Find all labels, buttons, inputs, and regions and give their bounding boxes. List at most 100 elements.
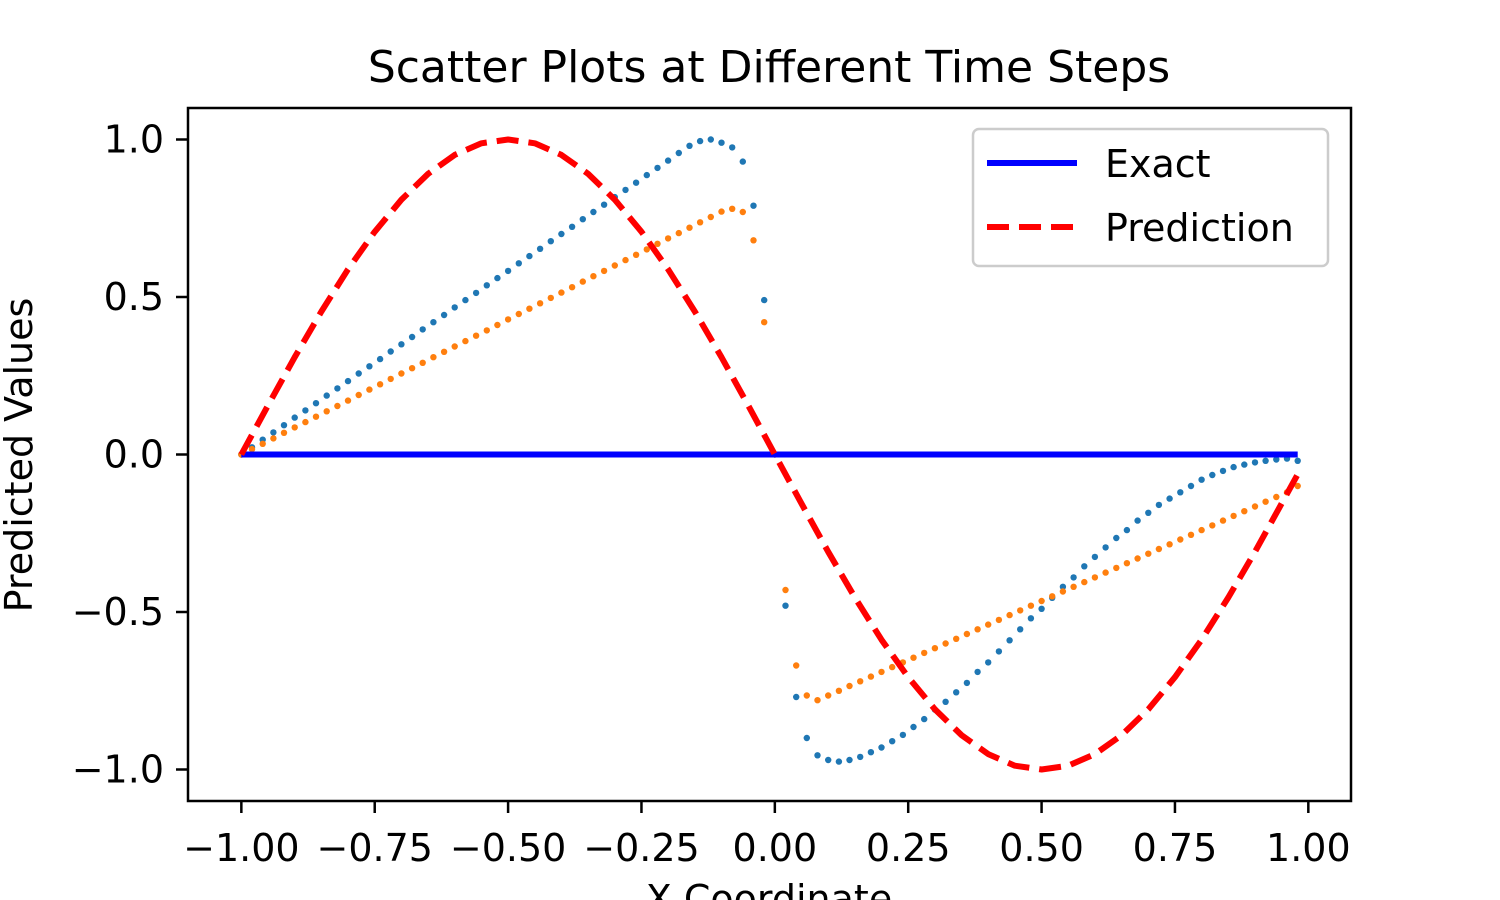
scatter-point (750, 202, 757, 209)
scatter-point (761, 319, 768, 326)
scatter-point (739, 208, 746, 216)
scatter-point (696, 219, 704, 226)
scatter-point (846, 756, 853, 764)
scatter-point (547, 238, 554, 245)
scatter-point (600, 267, 608, 275)
scatter-point (1070, 574, 1077, 581)
scatter-point (1198, 526, 1205, 534)
scatter-point (1145, 509, 1152, 516)
x-tick-label: 0.75 (1133, 826, 1218, 870)
scatter-point (889, 738, 896, 745)
x-tick-label: 1.00 (1266, 826, 1351, 870)
legend-label-prediction: Prediction (1105, 206, 1294, 250)
scatter-point (558, 230, 565, 238)
scatter-point (835, 758, 843, 765)
scatter-point (718, 139, 725, 146)
scatter-point (590, 273, 597, 280)
scatter-point (451, 304, 458, 311)
scatter-point (1294, 457, 1301, 464)
scatter-point (718, 208, 725, 215)
scatter-point (1155, 545, 1163, 553)
scatter-point (1177, 489, 1184, 496)
scatter-point (1241, 461, 1248, 468)
scatter-point (814, 697, 821, 704)
scatter-point (889, 663, 896, 671)
scatter-point (910, 654, 917, 661)
scatter-point (1006, 611, 1013, 619)
scatter-point (985, 621, 992, 628)
scatter-point (814, 752, 821, 759)
scatter-point (568, 284, 576, 291)
y-tick-label: −0.5 (72, 590, 164, 634)
scatter-point (291, 424, 298, 431)
scatter-point (1262, 457, 1269, 464)
scatter-point (729, 205, 736, 212)
scatter-point (494, 321, 501, 329)
scatter-point (270, 429, 277, 436)
scatter-point (323, 392, 330, 399)
scatter-point (1006, 637, 1013, 644)
y-tick-label: −1.0 (72, 748, 164, 792)
scatter-point (1209, 471, 1216, 479)
scatter-point (985, 659, 992, 666)
scatter-point (921, 715, 928, 723)
scatter-point (355, 370, 362, 377)
scatter-point (1091, 574, 1099, 581)
scatter-point (857, 753, 864, 761)
scatter-point (355, 391, 362, 399)
scatter-point (782, 602, 789, 609)
x-tick-label: −0.25 (583, 826, 699, 870)
scatter-point (312, 413, 320, 420)
scatter-point (462, 296, 469, 304)
scatter-point (974, 668, 981, 676)
scatter-point (622, 186, 629, 194)
scatter-point (707, 213, 714, 221)
scatter-point (472, 332, 480, 339)
scatter-point (942, 640, 949, 647)
scatter-point (707, 136, 714, 143)
scatter-point (974, 626, 981, 633)
scatter-point (846, 682, 853, 690)
scatter-point (1038, 597, 1045, 605)
scatter-point (963, 679, 971, 687)
x-tick-label: −0.75 (316, 826, 432, 870)
scatter-point (515, 310, 522, 318)
scatter-point (878, 668, 885, 676)
scatter-point (419, 326, 426, 333)
y-tick-label: 1.0 (104, 118, 164, 162)
scatter-point (825, 692, 832, 699)
scatter-point (686, 142, 693, 149)
x-tick-label: 0.25 (866, 826, 951, 870)
scatter-point (515, 260, 522, 267)
scatter-point (867, 749, 875, 756)
scatter-point (494, 274, 501, 282)
x-tick-label: 0.50 (999, 826, 1084, 870)
scatter-point (942, 698, 949, 705)
x-tick-label: −1.00 (183, 826, 299, 870)
legend-label-exact: Exact (1105, 142, 1211, 186)
scatter-point (611, 262, 618, 269)
scatter-point (1145, 550, 1152, 557)
scatter-point (579, 278, 586, 285)
scatter-point (1123, 526, 1131, 534)
scatter-point (600, 201, 608, 208)
scatter-point (1187, 482, 1195, 490)
scatter-point (1155, 501, 1163, 509)
scatter-point (376, 355, 384, 363)
scatter-point (398, 341, 405, 348)
scatter-point (536, 245, 544, 252)
scatter-point (1123, 560, 1131, 567)
scatter-point (761, 296, 768, 304)
scatter-point (1070, 583, 1077, 590)
scatter-point (1102, 569, 1109, 576)
scatter-point (302, 407, 309, 414)
scatter-point (1273, 456, 1280, 463)
scatter-point (1198, 476, 1205, 483)
scatter-point (312, 400, 320, 407)
scatter-point (632, 251, 640, 258)
scatter-point (334, 385, 341, 392)
scatter-point (857, 678, 864, 685)
scatter-point (430, 319, 437, 326)
y-axis-label: Predicted Values (0, 298, 41, 613)
scatter-point (686, 224, 693, 231)
